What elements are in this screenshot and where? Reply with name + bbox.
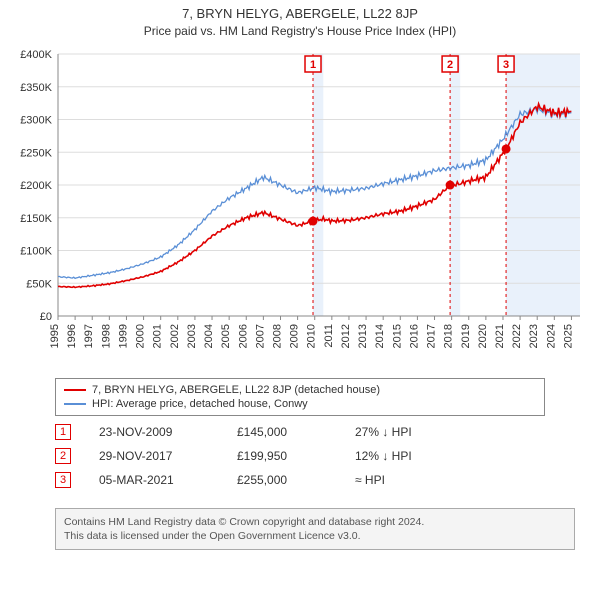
events-table: 1 23-NOV-2009 £145,000 27% ↓ HPI 2 29-NO… xyxy=(55,420,545,492)
legend-label: HPI: Average price, detached house, Conw… xyxy=(92,398,308,410)
svg-text:2018: 2018 xyxy=(443,324,455,348)
svg-text:2006: 2006 xyxy=(237,324,249,348)
event-price: £199,950 xyxy=(237,449,327,463)
svg-text:2013: 2013 xyxy=(357,324,369,348)
svg-text:2011: 2011 xyxy=(323,324,335,348)
svg-text:2014: 2014 xyxy=(374,324,386,348)
svg-text:£350K: £350K xyxy=(20,82,52,94)
event-row: 2 29-NOV-2017 £199,950 12% ↓ HPI xyxy=(55,444,545,468)
svg-text:2019: 2019 xyxy=(460,324,472,348)
chart-svg: £0 £50K £100K £150K £200K £250K £300K £350K £400… xyxy=(10,46,590,366)
event-date: 29-NOV-2017 xyxy=(99,449,209,463)
svg-text:1996: 1996 xyxy=(66,324,78,348)
legend-item: 7, BRYN HELYG, ABERGELE, LL22 8JP (detac… xyxy=(64,383,536,397)
svg-text:2015: 2015 xyxy=(391,324,403,348)
legend-swatch xyxy=(64,403,86,405)
legend-label: 7, BRYN HELYG, ABERGELE, LL22 8JP (detac… xyxy=(92,384,380,396)
svg-text:£100K: £100K xyxy=(20,246,52,258)
svg-text:3: 3 xyxy=(503,59,509,71)
svg-text:2003: 2003 xyxy=(186,324,198,348)
svg-text:£150K: £150K xyxy=(20,213,52,225)
event-price: £145,000 xyxy=(237,425,327,439)
svg-text:2009: 2009 xyxy=(289,324,301,348)
legend-swatch xyxy=(64,389,86,391)
legend-item: HPI: Average price, detached house, Conw… xyxy=(64,397,536,411)
svg-text:£400K: £400K xyxy=(20,49,52,61)
svg-text:2012: 2012 xyxy=(340,324,352,348)
svg-text:1997: 1997 xyxy=(83,324,95,348)
svg-text:2008: 2008 xyxy=(271,324,283,348)
svg-text:2004: 2004 xyxy=(203,324,215,348)
svg-text:£50K: £50K xyxy=(26,278,52,290)
price-chart: £0 £50K £100K £150K £200K £250K £300K £350K £400… xyxy=(10,46,590,366)
svg-text:£0: £0 xyxy=(40,311,52,323)
svg-text:2025: 2025 xyxy=(562,324,574,348)
svg-text:2: 2 xyxy=(447,59,453,71)
event-delta: ≈ HPI xyxy=(355,473,385,487)
event-marker-icon: 1 xyxy=(55,424,71,440)
svg-text:2022: 2022 xyxy=(511,324,523,348)
svg-text:2023: 2023 xyxy=(528,324,540,348)
svg-text:1995: 1995 xyxy=(49,324,61,348)
svg-text:1998: 1998 xyxy=(100,324,112,348)
svg-text:2005: 2005 xyxy=(220,324,232,348)
event-delta: 12% ↓ HPI xyxy=(355,449,412,463)
event-price: £255,000 xyxy=(237,473,327,487)
event-date: 23-NOV-2009 xyxy=(99,425,209,439)
event-date: 05-MAR-2021 xyxy=(99,473,209,487)
svg-text:2002: 2002 xyxy=(169,324,181,348)
svg-text:1999: 1999 xyxy=(117,324,129,348)
svg-text:2010: 2010 xyxy=(306,324,318,348)
event-delta: 27% ↓ HPI xyxy=(355,425,412,439)
footer-line: Contains HM Land Registry data © Crown c… xyxy=(64,515,566,529)
event-row: 3 05-MAR-2021 £255,000 ≈ HPI xyxy=(55,468,545,492)
svg-text:2001: 2001 xyxy=(152,324,164,348)
svg-text:2017: 2017 xyxy=(426,324,438,348)
page-subtitle: Price paid vs. HM Land Registry's House … xyxy=(0,21,600,44)
svg-text:2024: 2024 xyxy=(545,324,557,348)
footer-attribution: Contains HM Land Registry data © Crown c… xyxy=(55,508,575,550)
svg-text:£250K: £250K xyxy=(20,147,52,159)
page-title: 7, BRYN HELYG, ABERGELE, LL22 8JP xyxy=(0,0,600,21)
event-marker-icon: 3 xyxy=(55,472,71,488)
svg-text:2007: 2007 xyxy=(254,324,266,348)
svg-text:2016: 2016 xyxy=(408,324,420,348)
svg-text:2020: 2020 xyxy=(477,324,489,348)
svg-text:2000: 2000 xyxy=(135,324,147,348)
svg-text:2021: 2021 xyxy=(494,324,506,348)
event-marker-icon: 2 xyxy=(55,448,71,464)
svg-text:£300K: £300K xyxy=(20,115,52,127)
svg-text:£200K: £200K xyxy=(20,180,52,192)
svg-text:1: 1 xyxy=(310,59,316,71)
footer-line: This data is licensed under the Open Gov… xyxy=(64,529,566,543)
legend: 7, BRYN HELYG, ABERGELE, LL22 8JP (detac… xyxy=(55,378,545,416)
event-row: 1 23-NOV-2009 £145,000 27% ↓ HPI xyxy=(55,420,545,444)
